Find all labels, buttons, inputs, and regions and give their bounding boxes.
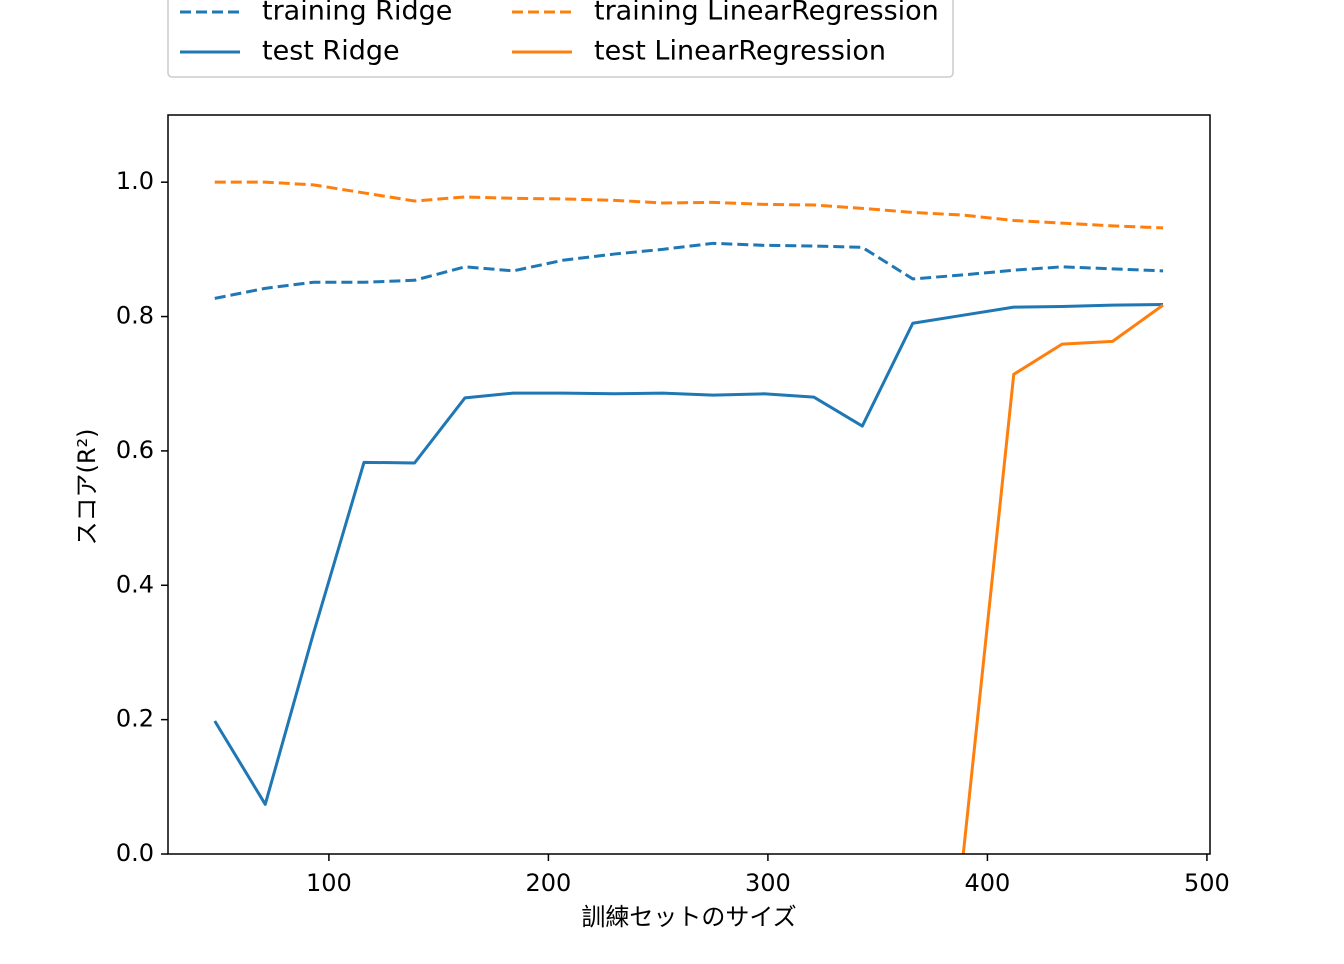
- x-axis-label: 訓練セットのサイズ: [581, 903, 796, 931]
- y-tick-label: 0.2: [116, 705, 154, 733]
- y-axis-label: スコア(R²): [73, 428, 101, 545]
- x-tick-label: 100: [306, 869, 352, 897]
- series-line: [213, 302, 1164, 806]
- y-tick-label: 0.8: [116, 302, 154, 330]
- legend: training Ridge test Ridge training LinearR…: [167, 0, 954, 78]
- y-tick-label: 0.4: [116, 570, 154, 598]
- x-tick-label: 200: [525, 869, 571, 897]
- plot-lines: [213, 180, 1164, 854]
- x-tick-label: 400: [965, 869, 1011, 897]
- series-line: [214, 180, 1164, 230]
- plot-frame: [167, 114, 1211, 855]
- x-tick-label: 500: [1184, 869, 1230, 897]
- legend-label: test LinearRegression: [594, 36, 886, 67]
- series-line: [961, 303, 1164, 854]
- legend-label: training Ridge: [262, 0, 452, 27]
- y-tick-label: 0.0: [116, 839, 154, 867]
- x-tick-label: 300: [745, 869, 791, 897]
- y-tick-label: 1.0: [116, 167, 154, 195]
- legend-box: [167, 0, 954, 78]
- y-tick-label: 0.6: [116, 436, 154, 464]
- legend-label: training LinearRegression: [594, 0, 939, 27]
- series-line: [214, 241, 1164, 300]
- legend-label: test Ridge: [262, 36, 400, 67]
